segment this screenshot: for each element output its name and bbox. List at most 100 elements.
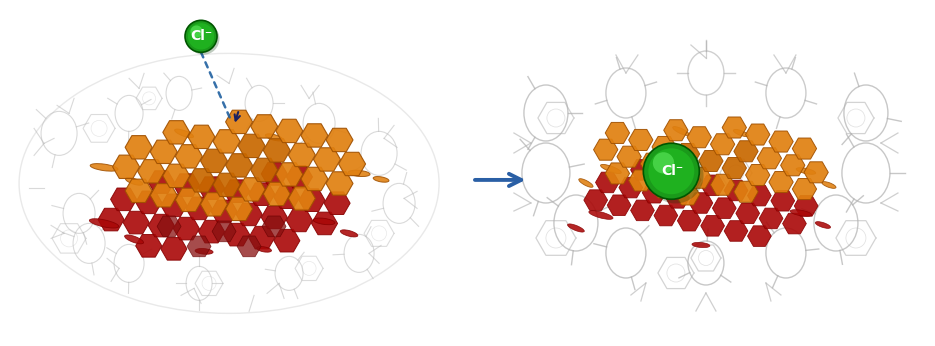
Ellipse shape (568, 224, 584, 232)
Polygon shape (675, 184, 699, 205)
Polygon shape (237, 236, 261, 257)
Ellipse shape (348, 170, 370, 176)
Ellipse shape (175, 129, 194, 138)
Polygon shape (223, 180, 250, 202)
Polygon shape (262, 216, 286, 237)
Polygon shape (274, 229, 300, 252)
Ellipse shape (815, 222, 830, 228)
Polygon shape (642, 182, 666, 203)
Polygon shape (161, 238, 187, 260)
Polygon shape (276, 119, 303, 143)
Text: Cl⁻: Cl⁻ (191, 29, 213, 43)
Polygon shape (700, 175, 725, 195)
Polygon shape (759, 208, 783, 229)
Ellipse shape (125, 177, 143, 185)
Polygon shape (747, 226, 771, 246)
Polygon shape (326, 172, 353, 195)
Polygon shape (745, 124, 770, 145)
Polygon shape (251, 158, 278, 182)
Polygon shape (664, 160, 688, 181)
Polygon shape (288, 143, 315, 167)
Ellipse shape (790, 210, 812, 216)
Polygon shape (264, 139, 290, 162)
Polygon shape (261, 206, 287, 229)
Polygon shape (792, 138, 816, 159)
Polygon shape (313, 148, 340, 171)
Polygon shape (163, 121, 190, 144)
Polygon shape (125, 179, 152, 202)
Polygon shape (724, 180, 748, 201)
Ellipse shape (257, 247, 271, 252)
Polygon shape (654, 205, 678, 226)
Polygon shape (652, 136, 676, 157)
Polygon shape (176, 145, 202, 168)
Polygon shape (223, 223, 250, 246)
Polygon shape (640, 153, 665, 174)
Polygon shape (249, 226, 275, 249)
Polygon shape (711, 134, 735, 155)
Polygon shape (264, 182, 290, 206)
Polygon shape (630, 200, 654, 221)
Ellipse shape (373, 176, 389, 182)
Polygon shape (198, 177, 224, 199)
Polygon shape (769, 131, 793, 152)
Polygon shape (200, 149, 227, 173)
Polygon shape (594, 139, 618, 160)
Polygon shape (98, 208, 124, 231)
Polygon shape (596, 172, 619, 193)
Polygon shape (286, 209, 312, 232)
Ellipse shape (672, 127, 689, 135)
Polygon shape (724, 221, 748, 241)
Polygon shape (711, 174, 735, 195)
Polygon shape (722, 117, 746, 138)
Polygon shape (745, 164, 770, 185)
Polygon shape (151, 184, 178, 207)
Polygon shape (338, 152, 366, 176)
Circle shape (191, 26, 203, 38)
Polygon shape (110, 188, 137, 211)
Polygon shape (689, 193, 712, 213)
Polygon shape (187, 236, 211, 257)
Polygon shape (225, 197, 252, 220)
Polygon shape (213, 173, 240, 197)
Circle shape (653, 152, 674, 173)
Polygon shape (630, 160, 654, 180)
Polygon shape (188, 125, 215, 148)
Polygon shape (794, 195, 818, 216)
Ellipse shape (313, 218, 335, 225)
Ellipse shape (266, 134, 282, 141)
Polygon shape (276, 163, 303, 186)
Ellipse shape (600, 164, 621, 174)
Polygon shape (698, 151, 723, 172)
Polygon shape (149, 214, 174, 237)
Polygon shape (213, 130, 240, 153)
Polygon shape (211, 200, 237, 223)
Polygon shape (286, 166, 312, 188)
Polygon shape (198, 220, 224, 243)
Polygon shape (700, 216, 725, 236)
Polygon shape (163, 164, 190, 188)
Ellipse shape (822, 182, 836, 188)
Ellipse shape (589, 211, 613, 219)
Polygon shape (677, 170, 701, 190)
Polygon shape (583, 190, 608, 210)
Polygon shape (677, 210, 701, 231)
Polygon shape (151, 140, 178, 164)
Ellipse shape (90, 164, 118, 171)
Polygon shape (712, 198, 736, 218)
Polygon shape (326, 128, 353, 152)
Ellipse shape (90, 219, 119, 228)
Polygon shape (783, 213, 806, 234)
Polygon shape (757, 148, 782, 169)
Polygon shape (123, 211, 150, 234)
Polygon shape (299, 189, 325, 211)
Polygon shape (251, 115, 278, 138)
Ellipse shape (195, 248, 213, 254)
Ellipse shape (692, 243, 710, 248)
Polygon shape (157, 216, 181, 237)
Polygon shape (238, 134, 266, 157)
Polygon shape (324, 192, 350, 215)
Polygon shape (722, 157, 746, 179)
Polygon shape (173, 217, 199, 240)
Polygon shape (161, 194, 187, 217)
